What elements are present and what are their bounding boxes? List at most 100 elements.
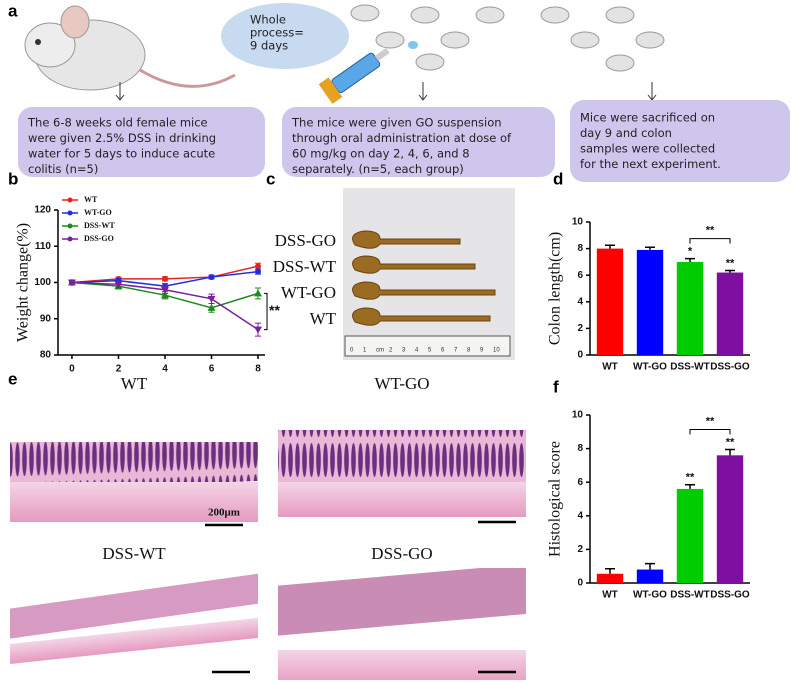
ruler-label: 7 xyxy=(454,348,458,354)
bar xyxy=(716,272,744,355)
box-text: 60 mg/kg on day 2, 4, 6, and 8 xyxy=(292,147,470,161)
point xyxy=(207,303,216,311)
legend-marker xyxy=(67,197,73,203)
significance-label: ** xyxy=(726,436,735,448)
error-bar xyxy=(725,269,735,273)
photo-label: DSS-WT xyxy=(273,257,337,276)
bar xyxy=(596,573,624,583)
legend-label: DSS-GO xyxy=(84,234,114,243)
y-tick-label: 10 xyxy=(572,217,584,228)
ruler-label: 1 xyxy=(363,348,367,354)
bar xyxy=(636,569,664,583)
bar xyxy=(636,249,664,355)
photo-label: DSS-GO xyxy=(275,231,336,250)
histology-label: DSS-GO xyxy=(371,544,432,563)
y-tick-label: 90 xyxy=(40,313,52,324)
point xyxy=(160,291,169,299)
y-tick-label: 110 xyxy=(35,241,52,252)
bubble-text: 9 days xyxy=(250,39,288,53)
box-text: The 6-8 weeks old female mice xyxy=(27,116,208,130)
significance-label: * xyxy=(688,245,693,257)
legend-label: WT xyxy=(84,195,98,204)
photo-label: WT xyxy=(310,309,337,328)
y-tick-label: 80 xyxy=(40,350,52,361)
y-tick-label: 2 xyxy=(577,323,583,334)
panel-letter: c xyxy=(266,169,275,188)
point xyxy=(114,281,123,289)
x-tick-label: 4 xyxy=(162,364,168,375)
photo-label: WT-GO xyxy=(281,283,336,302)
y-tick-label: 120 xyxy=(34,205,51,216)
y-tick-label: 6 xyxy=(577,477,583,488)
histology-label: WT-GO xyxy=(374,374,429,393)
error-bar xyxy=(685,483,695,489)
x-tick-label: WT-GO xyxy=(633,590,667,601)
bar xyxy=(676,488,704,583)
ruler-label: cm xyxy=(376,348,384,354)
x-tick-label: DSS-GO xyxy=(710,590,750,601)
point xyxy=(161,275,168,282)
box-text: for the next experiment. xyxy=(580,157,721,171)
error-bar xyxy=(725,448,735,456)
panel-letter: d xyxy=(553,169,563,188)
x-tick-label: WT xyxy=(602,362,618,373)
ruler-label: 9 xyxy=(480,348,484,354)
panel-letter: f xyxy=(553,377,559,396)
x-tick-label: WT xyxy=(602,590,618,601)
ruler-label: 8 xyxy=(467,348,471,354)
x-tick-label: 8 xyxy=(255,364,261,375)
box-text: The mice were given GO suspension xyxy=(291,116,502,130)
panel-letter: a xyxy=(8,1,18,20)
ruler-label: 2 xyxy=(389,348,393,354)
annotation: ** xyxy=(269,302,280,318)
y-tick-label: 0 xyxy=(577,350,583,361)
legend-label: WT-GO xyxy=(84,208,112,217)
panel-letter: e xyxy=(8,369,17,388)
x-tick-label: DSS-GO xyxy=(710,362,750,373)
point xyxy=(255,268,262,275)
y-axis-label: Weight change(%) xyxy=(15,223,32,342)
point xyxy=(207,295,216,303)
x-tick-label: 2 xyxy=(116,364,122,375)
error-bar xyxy=(605,567,615,574)
x-tick-label: 6 xyxy=(209,364,215,375)
ruler-label: 0 xyxy=(350,348,354,354)
panel-letter: b xyxy=(8,169,18,188)
ruler-label: 10 xyxy=(493,348,500,354)
box-text: colitis (n=5) xyxy=(28,162,98,176)
x-tick-label: DSS-WT xyxy=(670,362,709,373)
box-text: separately. (n=5, each group) xyxy=(292,162,464,176)
y-tick-label: 2 xyxy=(577,544,583,555)
error-bar xyxy=(645,246,655,250)
legend-marker xyxy=(67,210,73,216)
y-tick-label: 8 xyxy=(577,243,583,254)
bubble-text: process= xyxy=(250,26,304,40)
error-bar xyxy=(605,244,615,249)
point xyxy=(208,274,215,281)
error-bar xyxy=(645,562,655,570)
box-text: samples were collected xyxy=(580,142,715,156)
bar xyxy=(676,261,704,355)
comparison-bracket xyxy=(689,238,731,244)
schematic-art xyxy=(10,3,790,680)
y-tick-label: 4 xyxy=(577,296,583,307)
scale-bar-label: 200μm xyxy=(208,507,240,519)
point xyxy=(254,289,263,297)
comparison-label: ** xyxy=(706,415,715,427)
y-axis-label: Colon length(cm) xyxy=(547,232,564,345)
bracket xyxy=(264,292,268,331)
histology-label: WT xyxy=(121,374,148,393)
box-text: water for 5 days to induce acute xyxy=(28,147,215,161)
bar xyxy=(716,455,744,583)
legend-marker xyxy=(67,223,73,229)
legend-marker xyxy=(67,236,73,242)
comparison-label: ** xyxy=(706,224,715,236)
y-axis-label: Histological score xyxy=(547,441,564,557)
x-tick-label: 0 xyxy=(69,364,75,375)
point xyxy=(254,326,263,334)
bubble-text: Whole xyxy=(250,13,286,27)
y-tick-label: 4 xyxy=(577,510,583,521)
box-text: through oral administration at dose of xyxy=(292,131,512,145)
ruler-label: 6 xyxy=(441,348,445,354)
